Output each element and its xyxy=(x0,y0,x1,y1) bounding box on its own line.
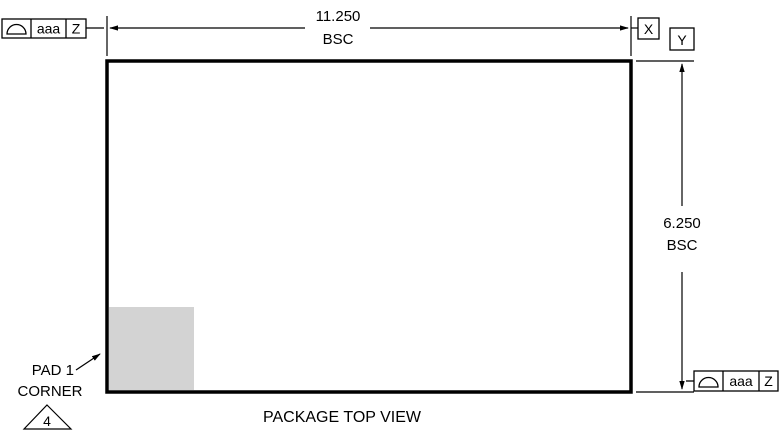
fcf-bottom-right: aaa Z xyxy=(686,370,779,392)
datum-x: X xyxy=(631,17,660,40)
profile-of-surface-icon xyxy=(6,23,27,35)
profile-of-surface-icon xyxy=(698,376,719,388)
width-dimension-note: BSC xyxy=(323,31,354,48)
fcf-bottom-right-tolerance: aaa xyxy=(729,373,753,389)
height-dimension-value: 6.250 xyxy=(663,215,701,232)
datum-y-label: Y xyxy=(677,32,687,48)
datum-x-label: X xyxy=(644,21,654,37)
note-flag: 4 xyxy=(22,404,73,430)
fcf-bottom-right-datum: Z xyxy=(764,373,773,389)
datum-y: Y xyxy=(669,27,695,51)
fcf-top-left-datum: Z xyxy=(72,21,81,37)
note-flag-triangle-icon xyxy=(22,404,73,430)
fcf-top-left: aaa Z xyxy=(1,18,104,39)
package-outline xyxy=(105,59,633,394)
height-dimension-note: BSC xyxy=(667,237,698,254)
fcf-top-left-tolerance: aaa xyxy=(37,21,61,37)
pad1-callout: PAD 1 CORNER xyxy=(17,353,101,400)
view-caption: PACKAGE TOP VIEW xyxy=(263,409,422,426)
note-flag-number: 4 xyxy=(43,413,51,429)
width-dimension: 11.250 BSC xyxy=(106,8,632,56)
height-dimension: 6.250 BSC xyxy=(636,60,701,393)
pad1-label-line2: CORNER xyxy=(17,383,82,400)
pad1-corner-area xyxy=(109,307,194,390)
width-dimension-value: 11.250 xyxy=(316,8,361,25)
pad1-label-line1: PAD 1 xyxy=(32,362,74,379)
